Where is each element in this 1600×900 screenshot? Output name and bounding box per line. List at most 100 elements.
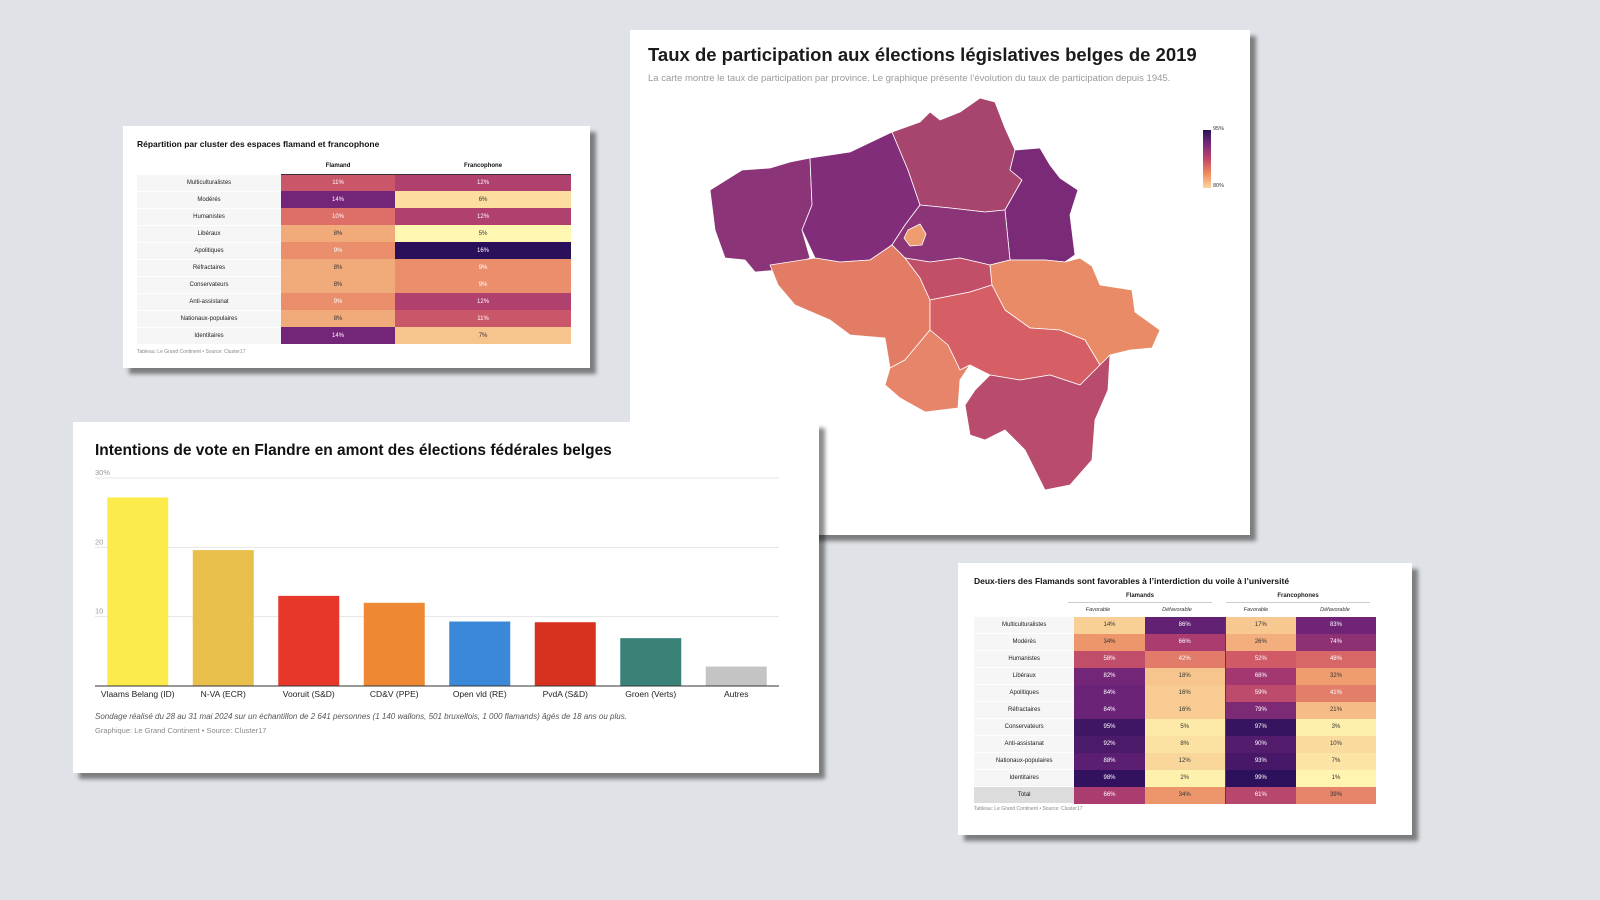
- x-tick-label: Vooruit (S&D): [283, 689, 335, 699]
- table-cell: 26%: [1224, 633, 1296, 651]
- table-cell: 12%: [395, 174, 571, 191]
- bar-chart-title: Intentions de vote en Flandre en amont d…: [95, 442, 612, 459]
- bar-chart: 30% 20 10 Vlaams Belang (ID) N-VA (ECR) Vooru…: [95, 468, 779, 699]
- table-row: Libéraux 82% 18% 68% 32%: [974, 667, 1376, 685]
- bar: [363, 602, 425, 686]
- y-tick-label: 30%: [95, 468, 110, 477]
- row-label: Libéraux: [974, 667, 1075, 685]
- cluster-table: Flamand Francophone Multiculturalistes 11% 1…: [137, 158, 571, 345]
- map-legend-gradient: [1203, 130, 1211, 188]
- table-cell: 10%: [281, 208, 396, 225]
- belgium-map: [709, 97, 1161, 491]
- table-row: Apolitiques 84% 16% 59% 41%: [974, 684, 1376, 702]
- table-cell: 9%: [281, 242, 396, 259]
- table-row: Modérés 14% 6%: [137, 191, 571, 209]
- bar: [278, 595, 340, 686]
- veil-table-title: Deux-tiers des Flamands sont favorables …: [974, 576, 1290, 586]
- bar-chart-note: Sondage réalisé du 28 au 31 mai 2024 sur…: [95, 712, 627, 721]
- table-row: Anti-assistanat 92% 8% 90% 10%: [974, 735, 1376, 753]
- map-subtitle: La carte montre le taux de participation…: [648, 73, 1171, 84]
- row-label: Apolitiques: [137, 242, 281, 260]
- province-limburg: [1004, 147, 1079, 263]
- total-row: Total 66% 34% 61% 39%: [974, 786, 1376, 804]
- bar-chart-source: Graphique: Le Grand Continent • Source: …: [95, 726, 267, 735]
- table-cell: 58%: [1074, 650, 1145, 668]
- table-cell: 84%: [1074, 701, 1145, 719]
- bar: [192, 550, 254, 686]
- row-label: Réfractaires: [974, 701, 1075, 719]
- header-blank: [137, 158, 281, 175]
- table-cell: 17%: [1224, 617, 1296, 634]
- row-label: Multiculturalistes: [974, 617, 1075, 634]
- bar: [705, 666, 767, 686]
- table-cell: 12%: [395, 208, 571, 225]
- table-cell: 34%: [1074, 633, 1145, 651]
- table-cell: 52%: [1224, 650, 1296, 668]
- table-cell: 1%: [1295, 769, 1376, 787]
- table-cell: 90%: [1224, 735, 1296, 753]
- map-legend-min: 80%: [1213, 183, 1225, 189]
- table-cell: 61%: [1224, 786, 1296, 804]
- table-cell: 9%: [281, 293, 396, 310]
- table-cell: 9%: [395, 276, 571, 293]
- table-cell: 6%: [395, 191, 571, 208]
- table-cell: 8%: [281, 310, 396, 327]
- table-cell: 16%: [1144, 701, 1226, 719]
- veil-table-source: Tableau: Le Grand Continent • Source: Cl…: [974, 806, 1083, 812]
- row-label: Nationaux-populaires: [137, 310, 281, 328]
- province-namur-south: [884, 329, 971, 413]
- table-cell: 32%: [1295, 667, 1376, 685]
- x-tick-label: PvdA (S&D): [543, 689, 589, 699]
- x-tick-label: CD&V (PPE): [370, 689, 419, 699]
- table-cell: 18%: [1144, 667, 1226, 685]
- cluster-table-source: Tableau: Le Grand Continent • Source: Cl…: [137, 349, 246, 355]
- table-cell: 21%: [1295, 701, 1376, 719]
- row-label: Anti-assistanat: [974, 735, 1075, 753]
- table-cell: 84%: [1074, 684, 1145, 702]
- bar: [449, 621, 511, 686]
- province-brussels: [903, 223, 927, 247]
- table-row: Humanistes 10% 12%: [137, 208, 571, 226]
- row-label: Apolitiques: [974, 684, 1075, 702]
- table-row: Humanistes 58% 42% 52% 48%: [974, 650, 1376, 668]
- cluster-table-card: Répartition par cluster des espaces flam…: [123, 126, 590, 368]
- province-hainaut: [769, 244, 931, 369]
- table-cell: 79%: [1224, 701, 1296, 719]
- row-label: Conservateurs: [974, 718, 1075, 736]
- subcol-franco-favorable: Favorable: [1243, 607, 1269, 613]
- table-cell: 12%: [395, 293, 571, 310]
- cluster-table-title: Répartition par cluster des espaces flam…: [137, 139, 380, 149]
- row-label: Modérés: [974, 633, 1075, 651]
- map-legend-max: 95%: [1213, 126, 1225, 132]
- column-header: Francophone: [395, 158, 571, 175]
- table-cell: 14%: [1074, 617, 1145, 634]
- table-cell: 86%: [1144, 617, 1226, 634]
- table-cell: 68%: [1224, 667, 1296, 685]
- table-cell: 82%: [1074, 667, 1145, 685]
- table-cell: 14%: [281, 327, 396, 344]
- table-cell: 34%: [1144, 786, 1226, 804]
- table-cell: 12%: [1144, 752, 1226, 770]
- table-row: Multiculturalistes 14% 86% 17% 83%: [974, 617, 1376, 634]
- table-cell: 8%: [281, 225, 396, 242]
- table-row: Réfractaires 8% 9%: [137, 259, 571, 277]
- table-row: Modérés 34% 66% 26% 74%: [974, 633, 1376, 651]
- table-cell: 95%: [1074, 718, 1145, 736]
- table-cell: 39%: [1295, 786, 1376, 804]
- row-label: Multiculturalistes: [137, 174, 281, 192]
- table-cell: 5%: [1144, 718, 1226, 736]
- table-cell: 93%: [1224, 752, 1296, 770]
- row-label: Humanistes: [974, 650, 1075, 668]
- table-row: Nationaux-populaires 88% 12% 93% 7%: [974, 752, 1376, 770]
- province-west-flanders: [709, 157, 813, 273]
- table-cell: 48%: [1295, 650, 1376, 668]
- x-tick-label: N-VA (ECR): [201, 689, 246, 699]
- table-row: Multiculturalistes 11% 12%: [137, 174, 571, 192]
- group-rule-flamands: [1068, 602, 1212, 603]
- x-tick-label: Open vld (RE): [453, 689, 507, 699]
- table-cell: 11%: [281, 174, 396, 191]
- table-row: Nationaux-populaires 8% 11%: [137, 310, 571, 328]
- row-label: Humanistes: [137, 208, 281, 226]
- subcol-flamands-favorable: Favorable: [1085, 607, 1111, 613]
- table-cell: 59%: [1224, 684, 1296, 702]
